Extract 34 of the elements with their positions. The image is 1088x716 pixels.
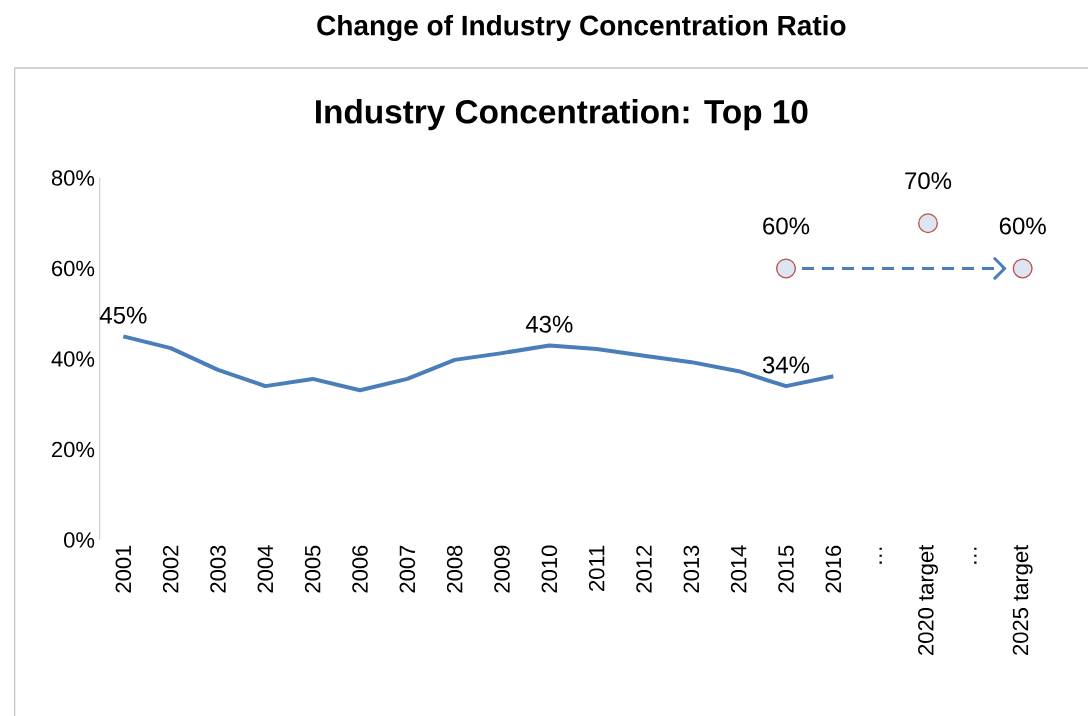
x-tick-label: 2003 xyxy=(210,545,226,593)
x-tick-label: 2009 xyxy=(494,545,510,593)
data-label: 34% xyxy=(762,356,810,374)
chart-title: Change of Industry Concentration Ratio xyxy=(317,14,846,42)
x-tick-label: … xyxy=(879,547,882,564)
x-tick-label: 2020 target xyxy=(918,544,938,655)
x-tick-label: 2002 xyxy=(162,545,179,593)
x-tick-label: … xyxy=(974,547,977,564)
x-tick-label: 2004 xyxy=(257,545,274,593)
x-tick-label: 2006 xyxy=(352,545,368,593)
x-tick-label: 2014 xyxy=(730,545,747,593)
chart-subtitle: Industry Concentration: Top 10 xyxy=(316,99,808,131)
x-tick-label: 2016 xyxy=(825,545,842,593)
x-tick-label: 2013 xyxy=(683,545,700,593)
x-tick-label: 2012 xyxy=(636,545,652,593)
x-tick-label: 2010 xyxy=(541,545,558,593)
y-tick-label: 60% xyxy=(52,260,95,277)
data-label: 45% xyxy=(99,306,147,324)
x-tick-label: 2005 xyxy=(304,545,321,593)
data-label: 60% xyxy=(999,217,1046,235)
data-label: 70% xyxy=(905,172,952,190)
data-label: 43% xyxy=(525,315,573,333)
y-tick-label: 0% xyxy=(64,532,95,548)
line-series xyxy=(121,334,836,393)
y-tick-label: 20% xyxy=(52,441,95,458)
y-tick-label: 80% xyxy=(51,170,95,186)
x-tick-label: 2015 xyxy=(778,545,794,593)
x-tick-label: 2011 xyxy=(588,545,605,591)
x-tick-label: 2001 xyxy=(115,545,132,593)
x-tick-label: 2008 xyxy=(446,545,463,593)
x-tick-label: 2007 xyxy=(399,545,416,593)
y-tick-label: 40% xyxy=(51,351,95,367)
x-tick-label: 2025 target xyxy=(1012,544,1033,655)
data-label: 60% xyxy=(763,217,810,235)
